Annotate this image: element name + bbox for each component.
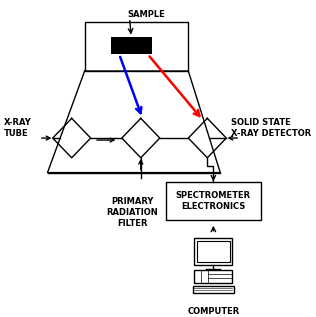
Bar xyxy=(194,270,232,283)
Bar xyxy=(166,183,261,220)
Text: SOLID STATE
X-RAY DETECTOR: SOLID STATE X-RAY DETECTOR xyxy=(232,118,312,138)
Text: X-RAY
TUBE: X-RAY TUBE xyxy=(4,118,32,138)
Bar xyxy=(193,286,234,293)
Text: SAMPLE: SAMPLE xyxy=(128,10,166,19)
Text: PRIMARY
RADIATION
FILTER: PRIMARY RADIATION FILTER xyxy=(106,197,158,229)
Text: COMPUTER: COMPUTER xyxy=(187,307,240,316)
Bar xyxy=(85,22,188,71)
Text: SPECTROMETER
ELECTRONICS: SPECTROMETER ELECTRONICS xyxy=(176,191,251,211)
Bar xyxy=(111,37,152,54)
Bar xyxy=(194,238,232,265)
Bar xyxy=(197,241,230,262)
